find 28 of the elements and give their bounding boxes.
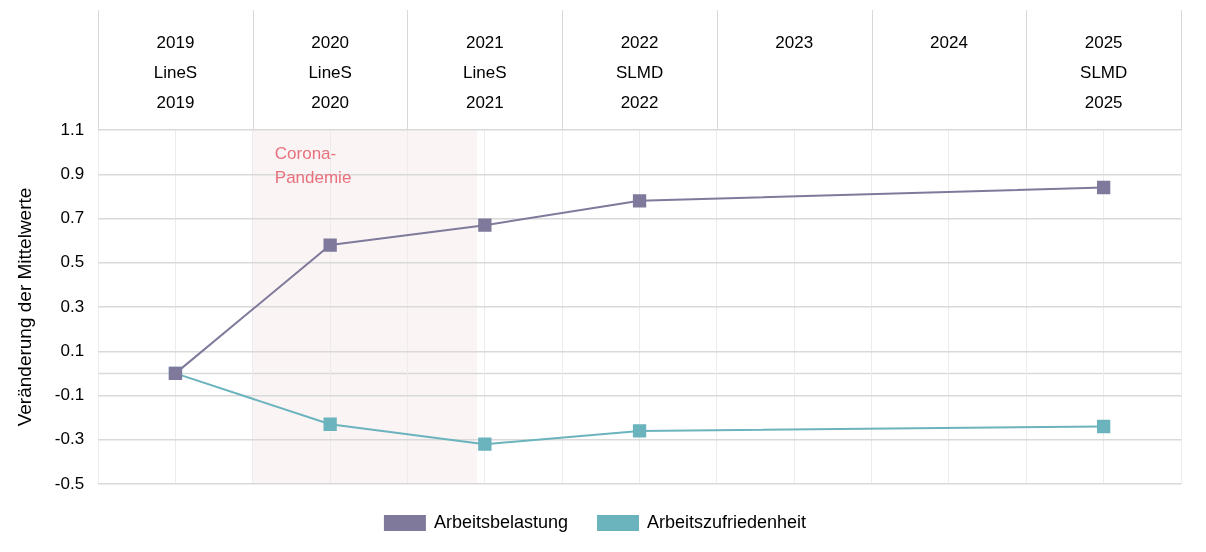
- legend-label: Arbeitsbelastung: [433, 511, 569, 532]
- point: [323, 238, 337, 252]
- x-tick-label: 2020 LineS 2020: [308, 33, 352, 112]
- y-tick-label: -0.3: [54, 429, 85, 449]
- x-tick-label: 2022 SLMD 2022: [615, 33, 664, 112]
- band-label: Corona-Pandemie: [274, 144, 352, 188]
- point: [632, 194, 647, 208]
- x-tick-label: 2025 SLMD 2025: [1080, 33, 1128, 112]
- point: [323, 417, 337, 431]
- point: [632, 424, 647, 438]
- point: [1096, 419, 1111, 434]
- y-tick-label: 0.7: [60, 208, 85, 228]
- y-tick-label: -0.1: [54, 385, 85, 405]
- x-tick-label: 2019 LineS 2019: [153, 33, 198, 112]
- y-axis-title: Veränderung der Mittelwerte: [13, 187, 35, 427]
- point: [1096, 180, 1111, 195]
- point: [478, 437, 492, 451]
- y-tick-label: 0.1: [60, 340, 85, 360]
- x-tick-label: 2024: [930, 33, 968, 53]
- y-tick-label: 0.5: [60, 252, 85, 272]
- point: [478, 218, 492, 232]
- y-tick-label: 0.3: [60, 296, 85, 316]
- y-tick-label: 1.1: [60, 119, 85, 139]
- x-tick-label: 2023: [775, 33, 814, 53]
- y-tick-label: -0.5: [54, 473, 85, 493]
- legend-label: Arbeitszufriedenheit: [647, 511, 807, 532]
- y-tick-label: 0.9: [60, 163, 85, 183]
- x-tick-label: 2021 LineS 2021: [463, 33, 507, 112]
